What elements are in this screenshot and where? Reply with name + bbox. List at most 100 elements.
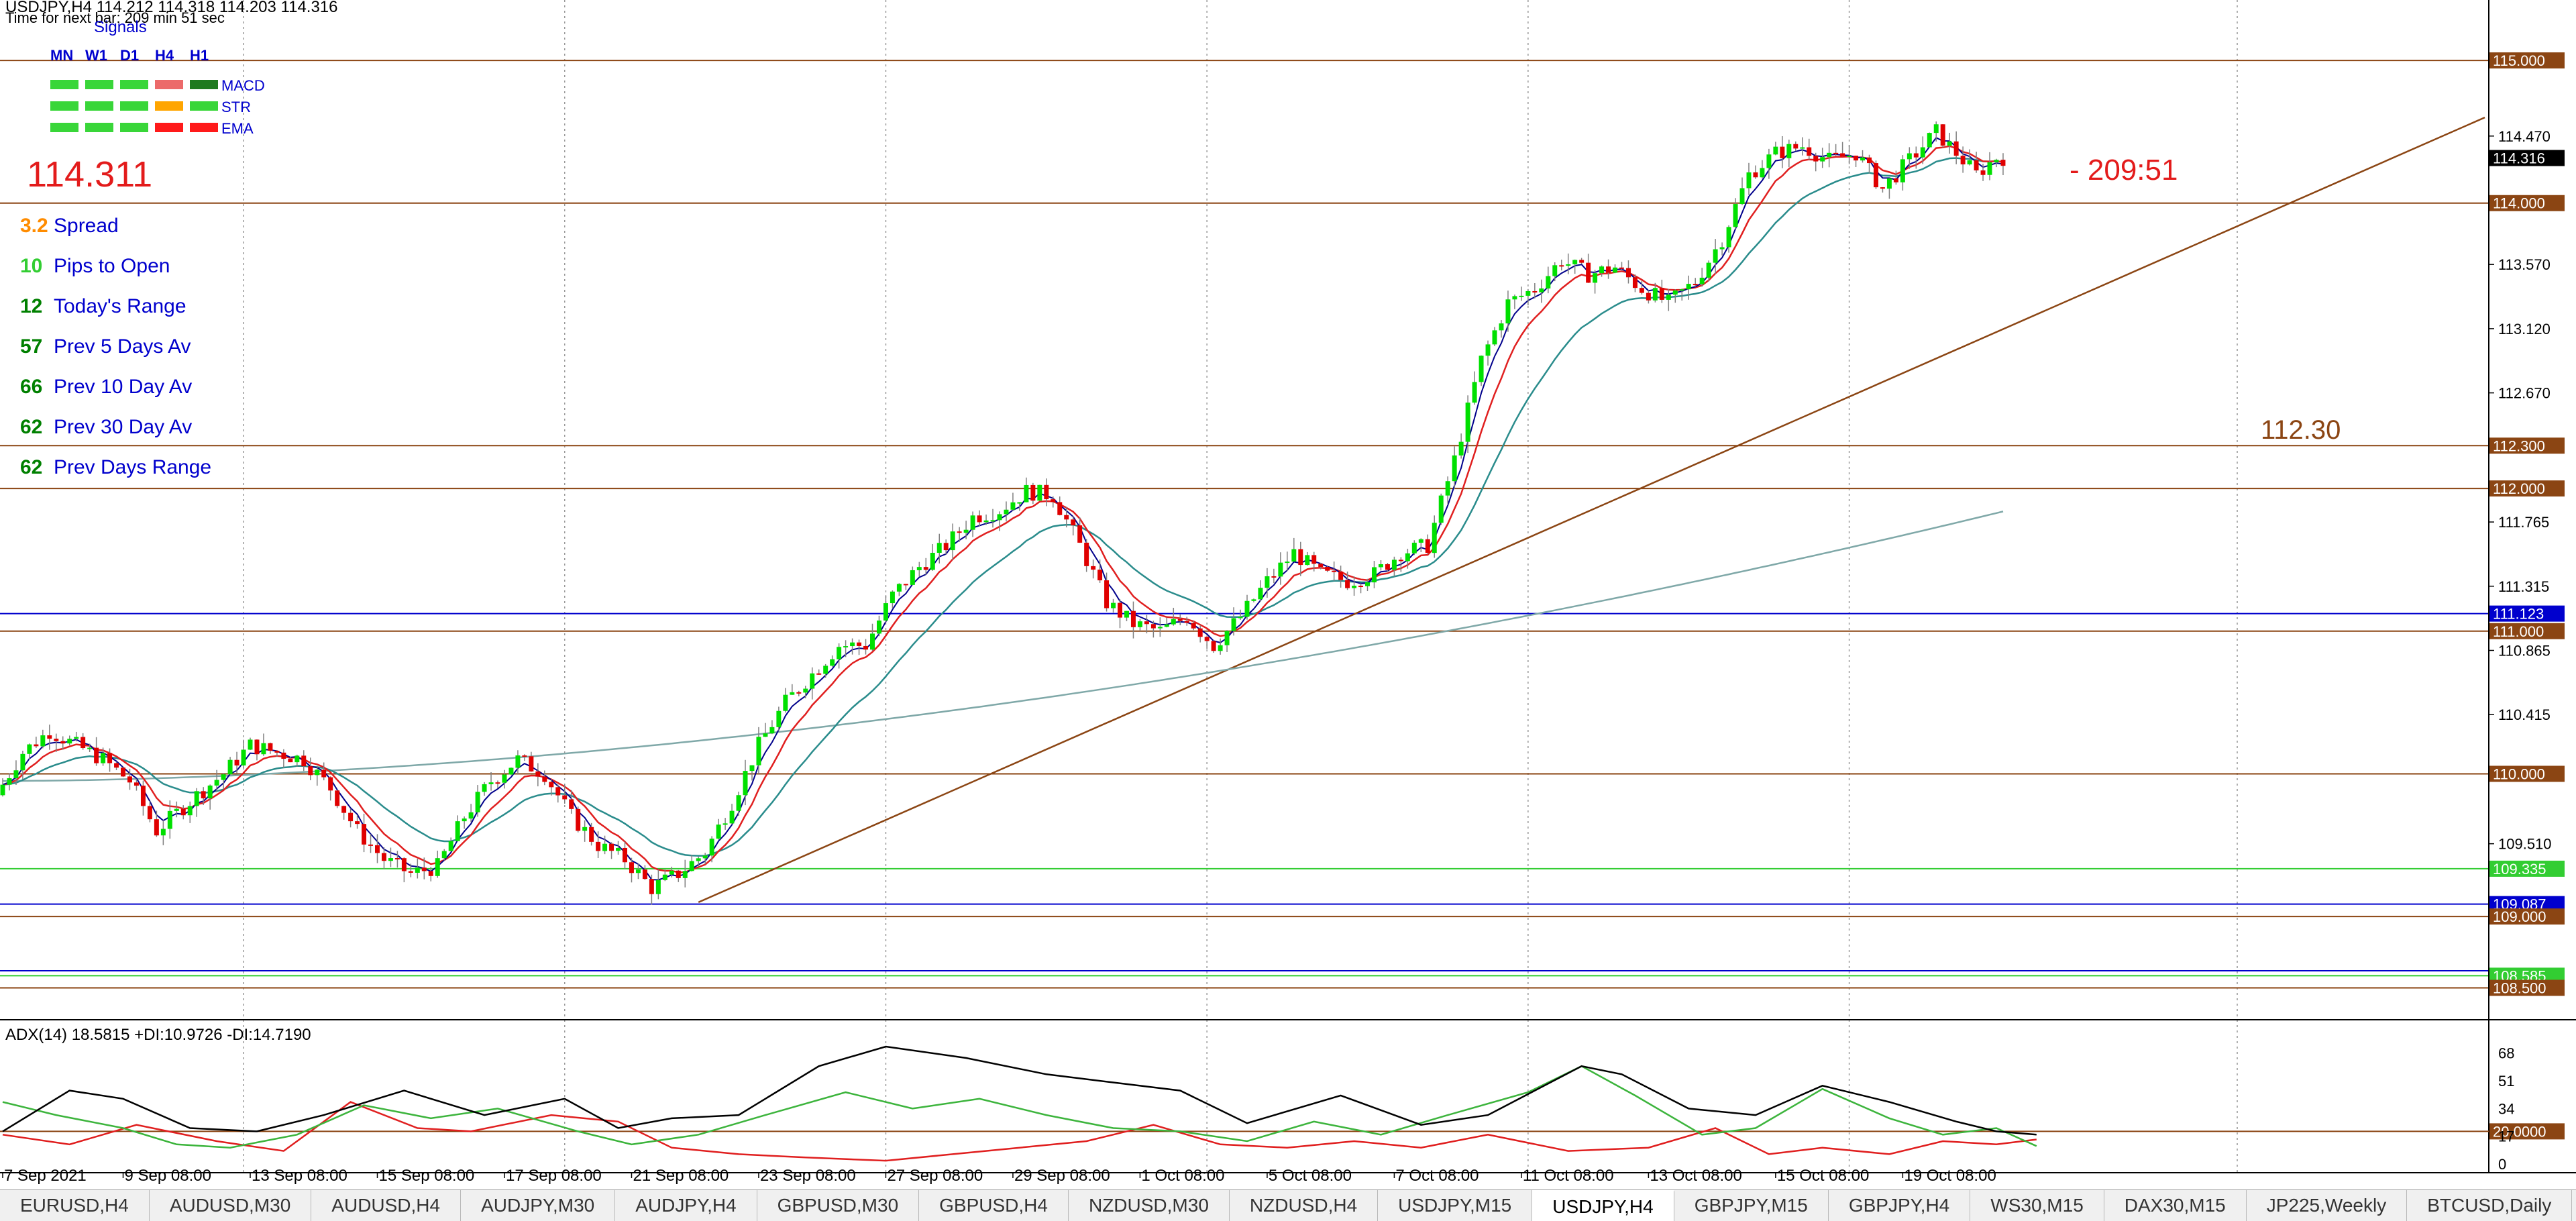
candle-body <box>355 821 360 825</box>
candle-body <box>1827 152 1832 158</box>
signal-row-label: STR <box>221 99 251 115</box>
chart-tab[interactable]: GBPJPY,H4 <box>1829 1190 1971 1221</box>
level-price-tag <box>2489 860 2565 877</box>
candle-body <box>1051 499 1056 502</box>
candle-body <box>1017 502 1022 504</box>
price-axis-label: 112.670 <box>2498 385 2551 402</box>
chart-tab[interactable]: JP225,Weekly <box>2247 1190 2408 1221</box>
symbol-tabs[interactable]: EURUSD,H4 AUDUSD,M30 AUDUSD,H4 AUDJPY,M30 AU… <box>0 1189 2576 1221</box>
candle-body <box>589 827 594 842</box>
candle-body <box>167 810 172 829</box>
chart-tab[interactable]: NZDUSD,H4 <box>1230 1190 1379 1221</box>
chart-tab[interactable]: GBPJPY,M15 <box>1674 1190 1829 1221</box>
candle-body <box>1566 264 1571 266</box>
candle-body <box>1318 564 1324 568</box>
stat-label: Prev 5 Days Av <box>54 335 191 358</box>
candle-body <box>1077 525 1083 543</box>
candle-body <box>341 806 347 813</box>
candle-body <box>916 567 922 570</box>
candle-body <box>468 812 474 819</box>
symbol-header: USDJPY,H4 114.212 114.318 114.203 114.31… <box>5 0 338 16</box>
candle-body <box>328 777 333 791</box>
candle-body <box>254 739 260 755</box>
candle-body <box>936 543 942 553</box>
candle-body <box>34 744 39 747</box>
candle-body <box>1786 144 1792 158</box>
chart-tab[interactable]: EURUSD,H4 <box>0 1190 150 1221</box>
price-chart[interactable]: 115.000114.000112.300112.000111.123111.0… <box>0 0 2576 1189</box>
chart-tab[interactable]: USDJPY,H4 <box>1532 1190 1674 1221</box>
candle-body <box>1913 153 1919 158</box>
candle-body <box>174 808 179 811</box>
candle-body <box>1150 624 1156 629</box>
price-axis-label: 113.120 <box>2498 321 2551 337</box>
trendline <box>698 116 2485 904</box>
signal-cell <box>120 80 148 89</box>
candle-body <box>234 759 239 766</box>
chart-tab[interactable]: GBPUSD,H4 <box>919 1190 1069 1221</box>
candle-body <box>147 806 152 820</box>
candle-body <box>642 869 647 880</box>
adx-line <box>2 1045 2037 1136</box>
candle-body <box>729 810 735 824</box>
candle-body <box>1807 147 1812 156</box>
time-axis-label: 17 Sep 08:00 <box>506 1167 602 1185</box>
candle-body <box>1057 502 1063 515</box>
candle-body <box>669 870 674 875</box>
level-price-tag-text: 112.300 <box>2493 437 2545 454</box>
chart-tab[interactable]: DAX30,M15 <box>2104 1190 2247 1221</box>
chart-tab[interactable]: AUDUSD,H4 <box>311 1190 462 1221</box>
stat-label: Spread <box>54 215 119 237</box>
time-axis-label: 7 Oct 08:00 <box>1395 1167 1479 1185</box>
candle-body <box>462 818 467 822</box>
candle-body <box>769 727 775 734</box>
candle-body <box>1867 157 1872 164</box>
level-price-tag-text: 110.000 <box>2493 765 2545 782</box>
adx-axis-label: 0 <box>2498 1156 2506 1173</box>
time-axis-label: 29 Sep 08:00 <box>1014 1167 1110 1185</box>
candle-body <box>114 763 119 768</box>
candle-body <box>983 520 989 523</box>
adx-axis-label: 34 <box>2498 1100 2514 1117</box>
chart-tab[interactable]: USDJPY,M15 <box>1378 1190 1533 1221</box>
candle-body <box>27 744 32 754</box>
candle-body <box>482 784 487 792</box>
stat-value: 62 <box>20 456 42 478</box>
candle-body <box>1512 296 1517 300</box>
chart-tab[interactable]: BTCUSD,Daily <box>2407 1190 2573 1221</box>
candle-body <box>1231 618 1236 631</box>
candle-body <box>1071 519 1076 526</box>
level-price-tag <box>2489 908 2565 925</box>
candle-body <box>609 843 614 851</box>
chart-tab[interactable]: EU <box>2572 1190 2576 1221</box>
candle-body <box>576 808 581 831</box>
chart-tab[interactable]: AUDJPY,H4 <box>615 1190 757 1221</box>
candle-body <box>1739 188 1745 205</box>
candle-body <box>696 858 701 861</box>
candle-body <box>1940 124 1945 146</box>
candle-body <box>1278 562 1283 577</box>
candle-body <box>1820 157 1825 162</box>
candle-body <box>676 870 681 878</box>
chart-tab[interactable]: AUDJPY,M30 <box>461 1190 616 1221</box>
stat-value: 66 <box>20 376 42 398</box>
candle-body <box>709 839 714 856</box>
candle-body <box>301 755 307 767</box>
candle-body <box>756 737 761 765</box>
time-axis-label: 13 Sep 08:00 <box>252 1167 347 1185</box>
chart-tab[interactable]: GBPUSD,M30 <box>757 1190 920 1221</box>
candle-body <box>655 880 661 894</box>
candle-body <box>1432 523 1437 553</box>
candle-body <box>1854 155 1859 161</box>
di-plus-line <box>2 1065 2037 1149</box>
candle-body <box>1619 267 1624 269</box>
candle-body <box>1004 509 1009 515</box>
candle-body <box>1177 619 1183 621</box>
candle-body <box>1552 265 1558 276</box>
candle-body <box>1699 277 1705 284</box>
chart-tab[interactable]: WS30,M15 <box>1970 1190 2104 1221</box>
stat-label: Prev Days Range <box>54 456 211 478</box>
chart-tab[interactable]: AUDUSD,M30 <box>150 1190 312 1221</box>
chart-tab[interactable]: NZDUSD,M30 <box>1069 1190 1230 1221</box>
